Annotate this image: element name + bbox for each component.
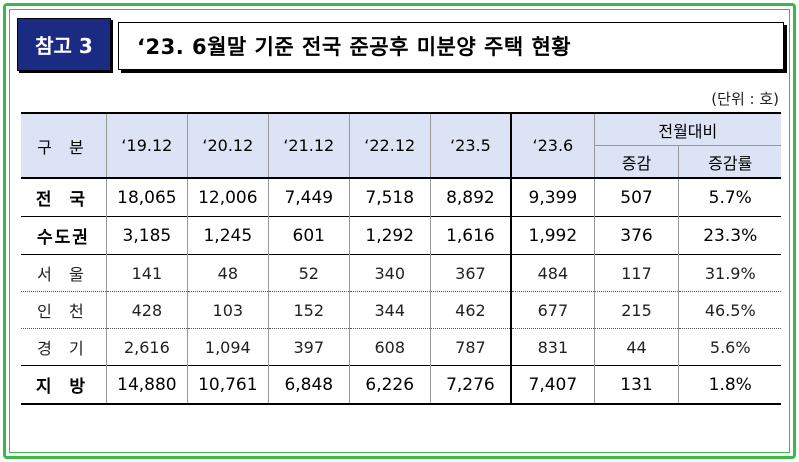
- table-cell: 131: [593, 365, 679, 405]
- table-cell: 507: [593, 177, 679, 217]
- header-rate: 증감률: [678, 145, 781, 179]
- table-cell: 52: [267, 254, 350, 292]
- table-cell: 6,226: [348, 365, 431, 405]
- table-cell: 2,616: [105, 328, 188, 366]
- table-row: 인 천 428 103 152 344 462 677 215 46.5%: [21, 291, 781, 329]
- table-row: 수도권 3,185 1,245 601 1,292 1,616 1,992 376 23.3%: [21, 216, 781, 255]
- table-cell: 46.5%: [678, 291, 781, 329]
- table-cell: 14,880: [105, 365, 188, 405]
- table-cell: 9,399: [510, 177, 595, 217]
- header-compare: 전월대비: [593, 112, 781, 146]
- row-label: 서 울: [21, 254, 107, 292]
- table-cell: 7,518: [348, 177, 431, 217]
- row-label: 경 기: [21, 328, 107, 366]
- table-cell: 31.9%: [678, 254, 781, 292]
- table-row: 경 기 2,616 1,094 397 608 787 831 44 5.6%: [21, 328, 781, 366]
- table-cell: 215: [593, 291, 679, 329]
- table-cell: 18,065: [105, 177, 188, 217]
- page-title: ‘23. 6월말 기준 전국 준공후 미분양 주택 현황: [137, 35, 572, 59]
- title-box: ‘23. 6월말 기준 전국 준공후 미분양 주택 현황: [118, 22, 784, 70]
- table-cell: 831: [510, 328, 595, 366]
- table-cell: 484: [510, 254, 595, 292]
- table-cell: 677: [510, 291, 595, 329]
- table-cell: 3,185: [105, 216, 188, 255]
- table-cell: 1,992: [510, 216, 595, 255]
- table-cell: 1,292: [348, 216, 431, 255]
- row-label: 지 방: [21, 365, 107, 405]
- header-change: 증감: [593, 145, 680, 179]
- row-label: 수도권: [21, 216, 107, 255]
- table-cell: 340: [348, 254, 431, 292]
- header-period-current: ‘23.6: [510, 112, 595, 179]
- table-cell: 367: [429, 254, 512, 292]
- header-period: ‘19.12: [105, 112, 188, 179]
- table-cell: 344: [348, 291, 431, 329]
- table-cell: 5.7%: [678, 177, 781, 217]
- table-cell: 608: [348, 328, 431, 366]
- table-cell: 1,094: [186, 328, 269, 366]
- header-period: ‘23.5: [429, 112, 512, 179]
- table-cell: 117: [593, 254, 679, 292]
- table-row: 전 국 18,065 12,006 7,449 7,518 8,892 9,399 507 5.…: [21, 177, 781, 217]
- table-cell: 12,006: [186, 177, 269, 217]
- inner-frame: [9, 9, 790, 453]
- header-category: 구 분: [21, 112, 107, 179]
- row-label: 전 국: [21, 177, 107, 217]
- table-cell: 152: [267, 291, 350, 329]
- table-cell: 428: [105, 291, 188, 329]
- table-cell: 601: [267, 216, 350, 255]
- table-cell: 1,616: [429, 216, 512, 255]
- table-cell: 44: [593, 328, 679, 366]
- table-cell: 23.3%: [678, 216, 781, 255]
- table-cell: 8,892: [429, 177, 512, 217]
- table-cell: 462: [429, 291, 512, 329]
- table-cell: 1,245: [186, 216, 269, 255]
- table-cell: 103: [186, 291, 269, 329]
- row-label: 인 천: [21, 291, 107, 329]
- table-cell: 787: [429, 328, 512, 366]
- table-cell: 376: [593, 216, 679, 255]
- table-cell: 141: [105, 254, 188, 292]
- table-cell: 7,276: [429, 365, 512, 405]
- table-cell: 7,407: [510, 365, 595, 405]
- table-cell: 5.6%: [678, 328, 781, 366]
- table-cell: 10,761: [186, 365, 269, 405]
- unit-label: (단위 : 호): [711, 90, 779, 108]
- table-cell: 6,848: [267, 365, 350, 405]
- header-period: ‘21.12: [267, 112, 350, 179]
- table-cell: 397: [267, 328, 350, 366]
- table-cell: 1.8%: [678, 365, 781, 405]
- unsold-housing-table: 구 분 ‘19.12 ‘20.12 ‘21.12 ‘22.12 ‘23.5 ‘2…: [21, 112, 781, 405]
- reference-badge: 참고 3: [17, 18, 111, 71]
- table-cell: 7,449: [267, 177, 350, 217]
- table-row: 지 방 14,880 10,761 6,848 6,226 7,276 7,407 131 1.…: [21, 365, 781, 405]
- table-row: 서 울 141 48 52 340 367 484 117 31.9%: [21, 254, 781, 292]
- header-period: ‘20.12: [186, 112, 269, 179]
- table-cell: 48: [186, 254, 269, 292]
- header-period: ‘22.12: [348, 112, 431, 179]
